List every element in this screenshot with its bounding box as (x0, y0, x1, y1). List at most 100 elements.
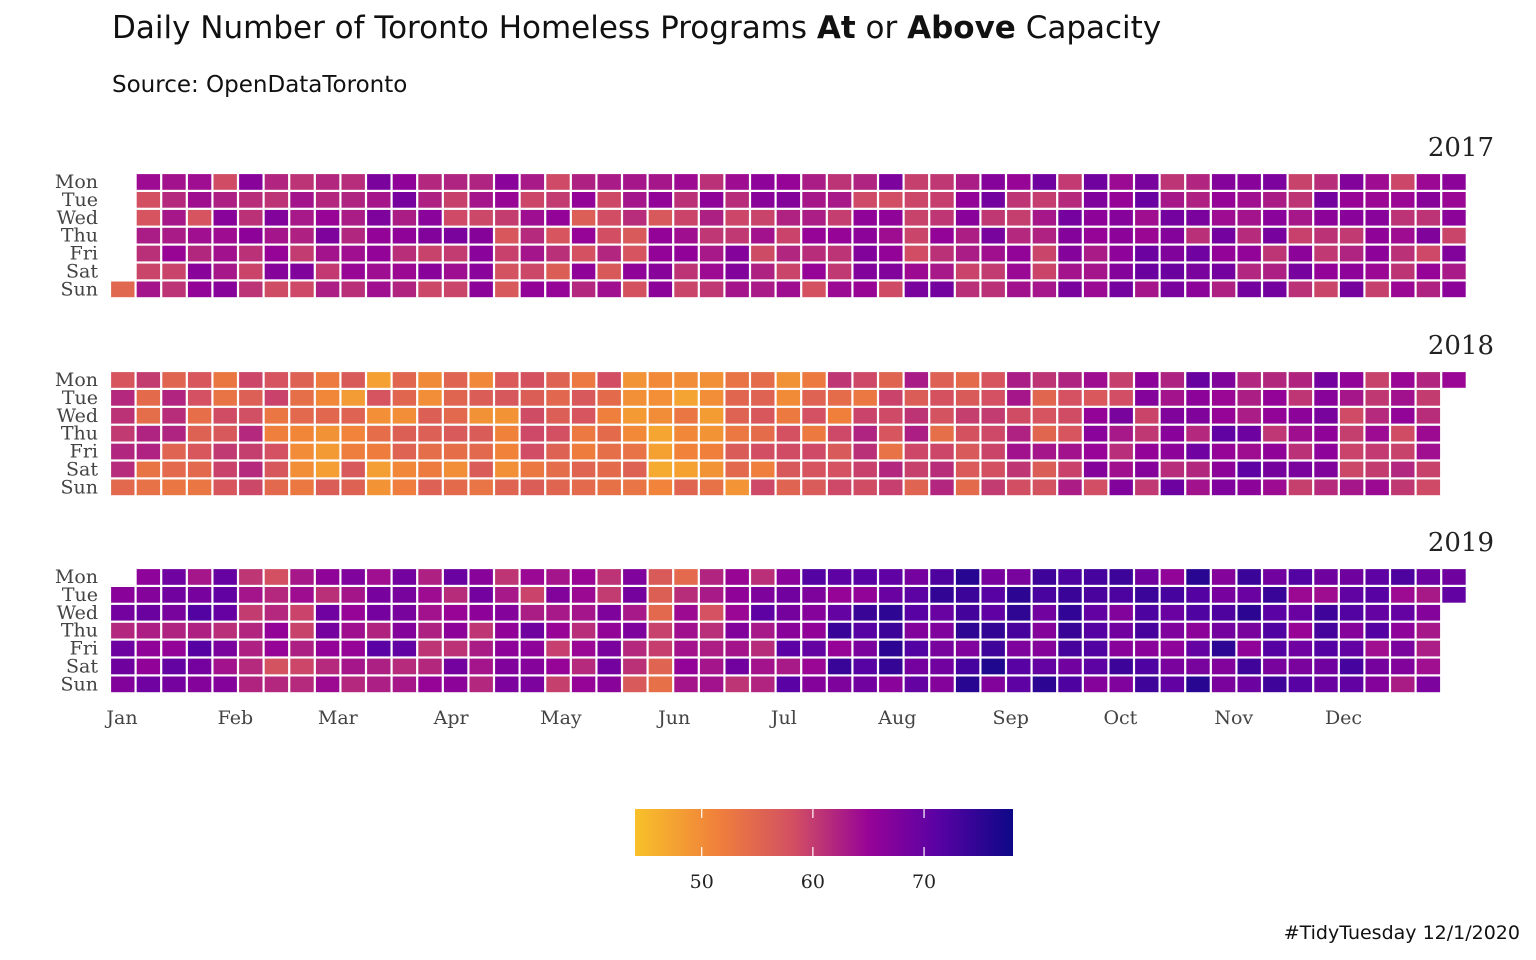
month-label-oct: Oct (1103, 707, 1137, 729)
heatmap-cell (1083, 280, 1108, 298)
heatmap-cell (1134, 657, 1160, 675)
heatmap-cell (468, 389, 494, 407)
heatmap-cell (904, 371, 929, 389)
heatmap-cell (673, 622, 699, 640)
heatmap-cell (929, 173, 955, 191)
heatmap-cell (596, 622, 622, 640)
heatmap-cell (724, 407, 750, 425)
weekday-label-fri: Fri (70, 441, 98, 463)
heatmap-cell (673, 443, 699, 460)
heatmap-cell (340, 389, 366, 407)
heatmap-cell (724, 262, 750, 280)
heatmap-cell (1364, 191, 1390, 209)
heatmap-cell (468, 657, 494, 675)
weekday-label-mon: Mon (55, 566, 98, 588)
heatmap-cell (1057, 568, 1083, 586)
heatmap-cell (1134, 675, 1160, 693)
heatmap-cell (904, 227, 929, 245)
heatmap-cell (1441, 191, 1467, 209)
heatmap-cell (1211, 407, 1236, 425)
heatmap-cell (648, 425, 673, 443)
heatmap-cell (1134, 407, 1160, 425)
heatmap-cell (801, 191, 827, 209)
heatmap-cell (1390, 604, 1416, 622)
heatmap-cell (289, 173, 315, 191)
heatmap-cell (468, 675, 494, 693)
heatmap-cell (955, 622, 980, 640)
heatmap-cell (238, 209, 264, 227)
heatmap-cell (366, 407, 392, 425)
heatmap-cell (904, 604, 929, 622)
heatmap-cell (238, 460, 264, 478)
heatmap-cell (443, 425, 468, 443)
heatmap-cell (724, 425, 750, 443)
heatmap-cell (494, 568, 520, 586)
heatmap-cell (187, 568, 212, 586)
heatmap-cell (494, 227, 520, 245)
heatmap-cell (1160, 657, 1185, 675)
heatmap-cell (699, 227, 724, 245)
heatmap-cell (1057, 640, 1083, 658)
heatmap-cell (520, 173, 545, 191)
heatmap-cell (1416, 657, 1441, 675)
heatmap-cell (596, 568, 622, 586)
heatmap-cell (212, 675, 238, 693)
heatmap-cell (187, 407, 212, 425)
heatmap-cell (1160, 425, 1185, 443)
heatmap-cell (1006, 443, 1032, 460)
heatmap-cell (776, 443, 801, 460)
heatmap-cell (1416, 604, 1441, 622)
heatmap-cell (929, 657, 955, 675)
heatmap-cell (1006, 657, 1032, 675)
heatmap-cell (622, 586, 648, 604)
heatmap-cell (827, 586, 852, 604)
heatmap-cell (1134, 227, 1160, 245)
heatmap-cell (801, 675, 827, 693)
heatmap-cell (1416, 443, 1441, 460)
heatmap-cell (904, 389, 929, 407)
heatmap-cell (852, 460, 878, 478)
heatmap-cell (878, 460, 904, 478)
legend-colorbar (635, 809, 1013, 856)
heatmap-cell (1262, 407, 1288, 425)
heatmap-cell (212, 657, 238, 675)
heatmap-cell (520, 640, 545, 658)
heatmap-cell (1313, 280, 1339, 298)
heatmap-cell (904, 460, 929, 478)
heatmap-cell (1390, 280, 1416, 298)
heatmap-cell (545, 443, 571, 460)
heatmap-cell (648, 191, 673, 209)
heatmap-cell (776, 371, 801, 389)
heatmap-cell (1390, 209, 1416, 227)
heatmap-cell (1185, 173, 1211, 191)
heatmap-cell (1313, 407, 1339, 425)
heatmap-cell (520, 675, 545, 693)
heatmap-cell (1416, 460, 1441, 478)
heatmap-cell (1390, 425, 1416, 443)
heatmap-cell (545, 245, 571, 262)
title-part-above: Above (907, 10, 1016, 46)
heatmap-cell (443, 622, 468, 640)
heatmap-cell (929, 407, 955, 425)
heatmap-cell (878, 586, 904, 604)
heatmap-cell (1211, 604, 1236, 622)
heatmap-cell (1364, 262, 1390, 280)
heatmap-cell (110, 280, 136, 298)
heatmap-cell (929, 280, 955, 298)
heatmap-cell (1262, 568, 1288, 586)
heatmap-cell (1339, 425, 1364, 443)
heatmap-cell (776, 425, 801, 443)
heatmap-cell (366, 443, 392, 460)
heatmap-cell (673, 371, 699, 389)
heatmap-cell (1032, 227, 1057, 245)
month-label-aug: Aug (877, 707, 916, 729)
heatmap-cell (1006, 568, 1032, 586)
heatmap-cell (622, 675, 648, 693)
heatmap-cell (340, 478, 366, 496)
heatmap-cell (392, 262, 417, 280)
heatmap-cell (980, 460, 1006, 478)
month-label-may: May (540, 707, 582, 729)
heatmap-cell (596, 389, 622, 407)
heatmap-cell (264, 262, 289, 280)
heatmap-cell (699, 640, 724, 658)
